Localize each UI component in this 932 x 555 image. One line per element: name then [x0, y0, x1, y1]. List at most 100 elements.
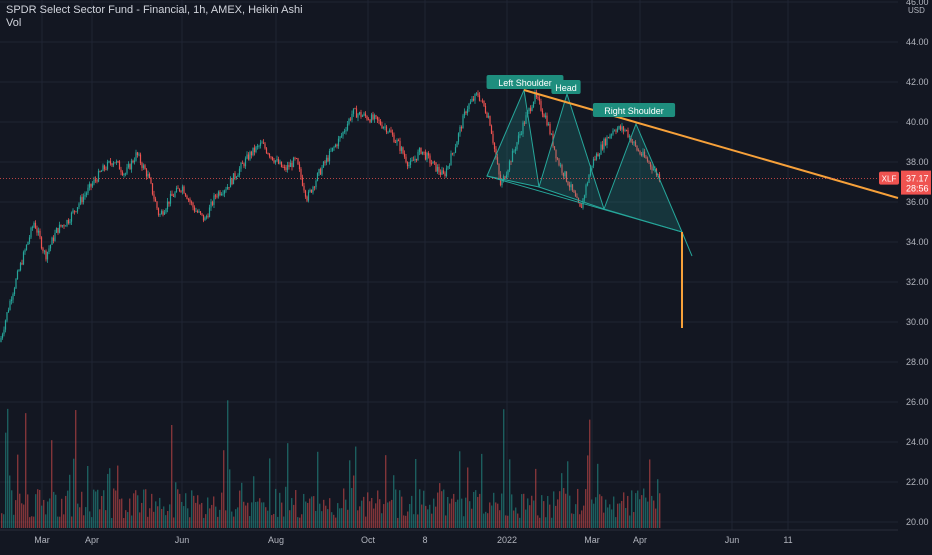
candle-body	[319, 169, 322, 175]
volume-bar	[297, 517, 299, 528]
candle-body	[247, 154, 250, 160]
volume-bar	[25, 413, 27, 528]
candle-body	[373, 115, 376, 120]
candle-body	[40, 237, 43, 249]
volume-bar	[83, 515, 85, 528]
volume-bar	[11, 490, 13, 528]
candle-body	[489, 116, 491, 126]
candle-body	[412, 159, 415, 161]
candle-body	[618, 126, 620, 129]
candle-body	[249, 151, 251, 160]
volume-bar	[601, 496, 603, 528]
candle-body	[147, 173, 149, 177]
candle-body	[262, 142, 265, 144]
volume-bar	[77, 503, 79, 528]
volume-bar	[497, 503, 499, 528]
time-axis[interactable]: Mar Apr Jun Aug Oct 8 2022 Mar Apr Jun 11	[0, 529, 898, 545]
candle-body	[63, 225, 65, 227]
volume-bar	[193, 495, 195, 528]
candle-body	[273, 160, 275, 163]
candle-body	[87, 187, 89, 194]
volume-bar	[593, 503, 595, 528]
volume-bar	[111, 517, 113, 528]
candle-body	[549, 124, 551, 135]
candle-body	[39, 230, 41, 238]
candle-body	[564, 171, 566, 177]
price-tick: 42.00	[906, 77, 929, 87]
volume-bar	[595, 497, 597, 528]
volume-bar	[87, 465, 89, 528]
candle-body	[25, 244, 28, 250]
candle-body	[66, 220, 68, 226]
candle-body	[243, 163, 245, 167]
candle-body	[144, 165, 146, 170]
volume-bar	[613, 496, 615, 528]
volume-bar	[235, 509, 237, 528]
grid-layer	[0, 0, 898, 530]
volume-bar	[353, 475, 355, 528]
candle-body	[471, 98, 473, 102]
candle-body	[58, 224, 61, 233]
volume-bar	[107, 473, 109, 528]
candle-body	[409, 160, 412, 165]
candle-body	[514, 149, 517, 151]
candle-body	[333, 146, 335, 148]
volume-bar	[403, 515, 405, 528]
candle-body	[508, 161, 511, 171]
volume-bar	[139, 512, 141, 528]
volume-bar	[481, 453, 483, 528]
candle-body	[60, 224, 62, 227]
candle-body	[643, 151, 646, 157]
candle-body	[385, 126, 388, 133]
symbol-title[interactable]: SPDR Select Sector Fund - Financial, 1h,…	[6, 4, 303, 16]
candle-body	[568, 185, 571, 188]
volume-bar	[143, 489, 145, 528]
volume-bar	[43, 499, 45, 528]
volume-bar	[119, 499, 121, 528]
volume-bar	[527, 498, 529, 528]
candle-body	[450, 153, 452, 166]
volume-bar	[299, 517, 301, 528]
candle-body	[594, 159, 596, 160]
volume-bar	[227, 400, 229, 528]
volume-label[interactable]: Vol	[6, 17, 22, 29]
candle-body	[216, 196, 218, 198]
candle-body	[256, 145, 259, 147]
candle-body	[94, 179, 97, 181]
candle-body	[457, 133, 460, 142]
candle-body	[420, 147, 422, 154]
volume-bar	[571, 513, 573, 528]
candle-body	[469, 101, 472, 104]
volume-bar	[177, 489, 179, 528]
candle-body	[141, 163, 143, 168]
volume-bar	[389, 501, 391, 528]
volume-bar	[195, 502, 197, 528]
candle-body	[292, 157, 295, 168]
candle-body	[598, 154, 601, 157]
volume-bar	[521, 494, 523, 528]
candle-body	[538, 98, 541, 102]
volume-bar	[233, 516, 235, 528]
candle-body	[505, 174, 508, 179]
candle-body	[6, 312, 8, 321]
candle-body	[522, 122, 524, 134]
volume-bar	[485, 511, 487, 528]
price-axis[interactable]: 46.00 44.00 42.00 40.00 38.00 36.00 34.00 32.00…	[879, 0, 931, 527]
last-price-badge	[901, 170, 931, 195]
volume-bar	[155, 501, 157, 528]
last-price-value: 37.17	[906, 174, 929, 184]
volume-bar	[173, 517, 175, 528]
candle-body	[318, 169, 320, 173]
candle-body	[445, 168, 448, 176]
candle-body	[600, 144, 602, 155]
volume-bar	[487, 513, 489, 528]
candle-body	[13, 288, 16, 295]
candles	[0, 89, 661, 343]
symbol-tag-box	[879, 171, 899, 185]
candle-body	[264, 143, 266, 149]
volume-bar	[33, 516, 35, 528]
candle-body	[529, 108, 532, 112]
candle-body	[52, 237, 55, 241]
